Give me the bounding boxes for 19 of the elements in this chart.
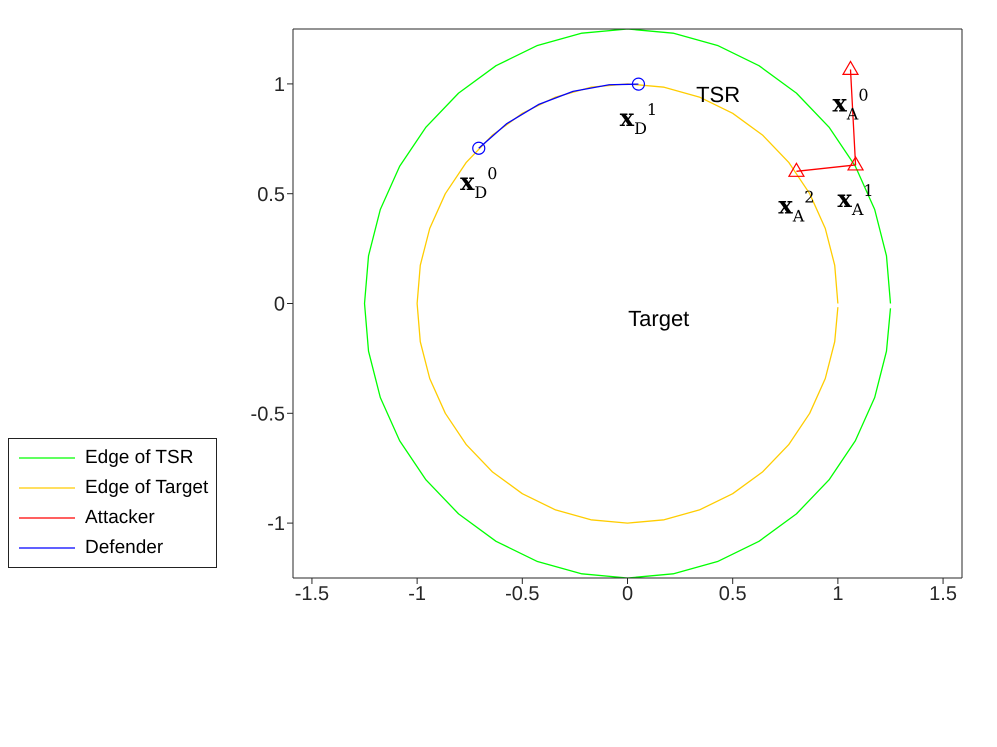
y-tick-label: -0.5	[250, 403, 285, 426]
x-tick-label: 0.5	[718, 583, 747, 606]
legend-label: Edge of TSR	[85, 447, 194, 469]
x-tick-label: 1.5	[929, 583, 957, 606]
annotation: Target	[628, 306, 690, 332]
legend-label: Defender	[85, 537, 164, 559]
legend-label: Attacker	[85, 507, 155, 529]
y-tick-label: 0	[274, 294, 285, 316]
y-tick-label: -1	[267, 513, 285, 536]
x-tick-label: -0.5	[505, 583, 540, 606]
y-tick-label: 0.5	[257, 184, 285, 206]
x-tick-label: -1.5	[294, 583, 330, 606]
legend-label: Edge of Target	[85, 477, 208, 499]
x-tick-label: 1	[832, 583, 844, 606]
annotation: TSR	[696, 82, 740, 108]
x-tick-label: 0	[622, 583, 634, 606]
y-tick-label: 1	[274, 74, 285, 96]
x-tick-label: -1	[408, 583, 426, 606]
line-series	[364, 29, 892, 578]
